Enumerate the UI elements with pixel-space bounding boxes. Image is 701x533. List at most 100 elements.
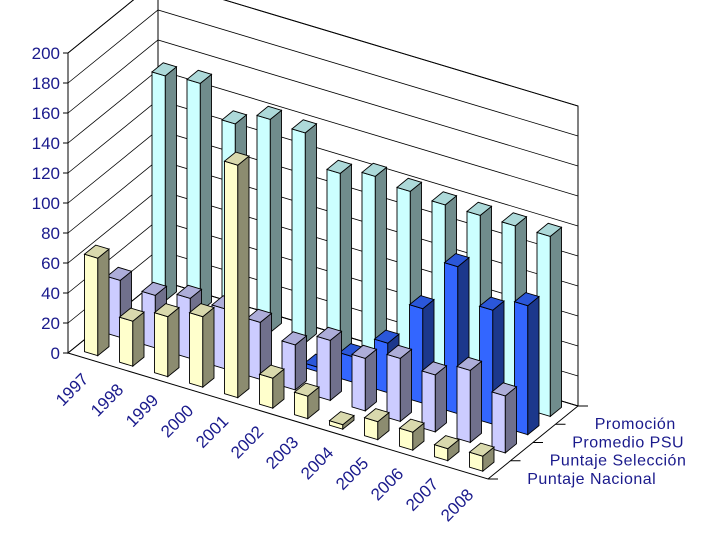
bar-side	[434, 364, 447, 433]
bar-side	[549, 226, 562, 418]
y-tick-label: 180	[32, 74, 60, 93]
bar-top	[291, 119, 318, 134]
y-tick-label: 80	[41, 224, 60, 243]
bar	[398, 418, 425, 452]
bar-top	[363, 408, 390, 423]
y-axis-tick-labels: 0 20 40 60 80 100 120 140 160 180 200	[32, 44, 60, 363]
bar-top	[433, 435, 460, 450]
bar-front	[256, 114, 271, 334]
bar-front	[361, 171, 376, 365]
bar-top	[408, 295, 435, 310]
bar	[246, 308, 273, 381]
bars	[83, 62, 563, 473]
bar-side	[504, 385, 517, 454]
bar-side	[329, 330, 342, 402]
y-tick-label: 0	[51, 344, 60, 363]
bar-top	[456, 356, 483, 371]
bar-top	[398, 418, 425, 433]
bar-top	[223, 151, 250, 166]
gridline	[67, 9, 579, 137]
bar-side	[469, 360, 482, 444]
bar-front	[224, 160, 239, 399]
bar	[326, 159, 353, 355]
bar-top	[431, 191, 458, 206]
x-tick-label: 1999	[122, 391, 162, 431]
bar-front	[456, 365, 471, 444]
bar-top	[246, 308, 273, 323]
y-tick-label: 60	[41, 254, 60, 273]
bar-front	[294, 391, 309, 420]
bar-top	[536, 222, 563, 237]
bar	[386, 344, 413, 423]
x-tick-label: 2001	[192, 412, 232, 452]
y-tick-label: 40	[41, 284, 60, 303]
bar-front	[351, 353, 366, 412]
bar-side	[304, 122, 317, 344]
bar-top	[106, 266, 133, 281]
bar-top	[351, 344, 378, 359]
x-tick-label: 2000	[157, 401, 197, 441]
bar-top	[176, 284, 203, 299]
bar-top	[293, 382, 320, 397]
bar	[153, 303, 180, 378]
x-tick-label: 2005	[332, 454, 372, 494]
x-tick-label: 2003	[262, 433, 302, 473]
series-label: Puntaje Nacional	[527, 471, 656, 488]
bar-top	[141, 281, 168, 296]
x-tick-label: 1997	[52, 370, 92, 410]
bar-top	[501, 212, 528, 227]
bar-side	[399, 348, 412, 423]
bar-side	[237, 155, 250, 399]
y-tick-label: 120	[32, 164, 60, 183]
bar-front	[189, 312, 204, 388]
y-tick-label: 160	[32, 104, 60, 123]
bar-top	[443, 253, 470, 268]
bar	[293, 382, 320, 420]
bar	[351, 344, 378, 412]
bar	[363, 408, 390, 441]
bar-front	[291, 128, 306, 344]
bar-top	[151, 62, 178, 77]
gridline	[67, 39, 579, 167]
bar-top	[478, 296, 505, 311]
bar	[256, 105, 283, 334]
bar-front	[154, 312, 169, 378]
series-label: Promoción	[595, 416, 676, 433]
bar	[291, 119, 318, 344]
bar-top	[258, 364, 285, 379]
bar-side	[202, 306, 215, 389]
y-tick-label: 20	[41, 314, 60, 333]
bar	[258, 364, 285, 410]
bar-side	[199, 73, 212, 313]
bar-side	[164, 65, 177, 302]
bar-front	[151, 71, 166, 302]
bar-front	[186, 78, 201, 313]
bar	[433, 435, 460, 462]
x-tick-label: 2006	[367, 464, 407, 504]
bar	[281, 331, 308, 391]
bar	[536, 222, 563, 418]
bar-top	[361, 162, 388, 177]
bar-side	[167, 306, 180, 378]
bar	[328, 411, 355, 431]
bar-top	[186, 69, 213, 84]
bar-top	[256, 105, 283, 120]
y-tick-label: 100	[32, 194, 60, 213]
bar-side	[364, 348, 377, 412]
x-tick-label: 2004	[297, 443, 337, 483]
bar-top	[118, 307, 145, 322]
bar	[456, 356, 483, 444]
bar-top	[373, 329, 400, 344]
bar-top	[221, 110, 248, 125]
bar	[316, 326, 343, 402]
bar	[491, 382, 518, 454]
y-tick-label: 200	[32, 44, 60, 63]
series-label: Promedio PSU	[572, 434, 684, 451]
bar-front	[326, 168, 341, 355]
y-tick-label: 140	[32, 134, 60, 153]
x-tick-label: 2002	[227, 422, 267, 462]
bar-top	[386, 344, 413, 359]
bar-side	[269, 109, 282, 334]
